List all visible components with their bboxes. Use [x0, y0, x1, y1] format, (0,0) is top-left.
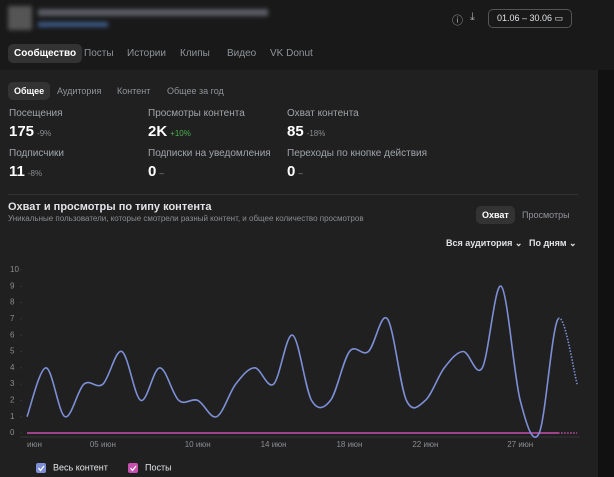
legend-checkbox[interactable]: [36, 463, 46, 473]
legend-checkbox[interactable]: [128, 463, 138, 473]
series-line-partial: [558, 318, 577, 384]
legend-label: Весь контент: [53, 462, 108, 472]
x-tick-label: 14 июн: [261, 440, 287, 449]
y-tick-label: 3: [10, 379, 15, 388]
y-tick-label: 10: [10, 265, 19, 274]
y-tick-label: 7: [10, 314, 15, 323]
legend-label: Посты: [145, 462, 172, 472]
x-tick-label: 18 июн: [336, 440, 362, 449]
y-tick-label: 0: [10, 428, 15, 437]
x-tick-label: 10 июн: [185, 440, 211, 449]
x-tick-label: 05 июн: [90, 440, 116, 449]
y-tick-label: 6: [10, 330, 15, 339]
y-tick-label: 2: [10, 396, 15, 405]
x-tick-label: 27 июн: [507, 440, 533, 449]
y-tick-label: 5: [10, 347, 15, 356]
y-tick-label: 4: [10, 363, 15, 372]
x-tick-label: 22 июн: [412, 440, 438, 449]
y-tick-label: 1: [10, 412, 15, 421]
chart: 0 1 2 3 4 5 6 7 8 9 10 июн 05 июн 10 июн 14 июн 18 июн 2…: [0, 0, 598, 477]
x-tick-label: июн: [27, 440, 42, 449]
y-tick-label: 8: [10, 298, 15, 307]
series-line: [27, 286, 558, 437]
scrollbar: [598, 70, 614, 477]
y-tick-label: 9: [10, 281, 15, 290]
